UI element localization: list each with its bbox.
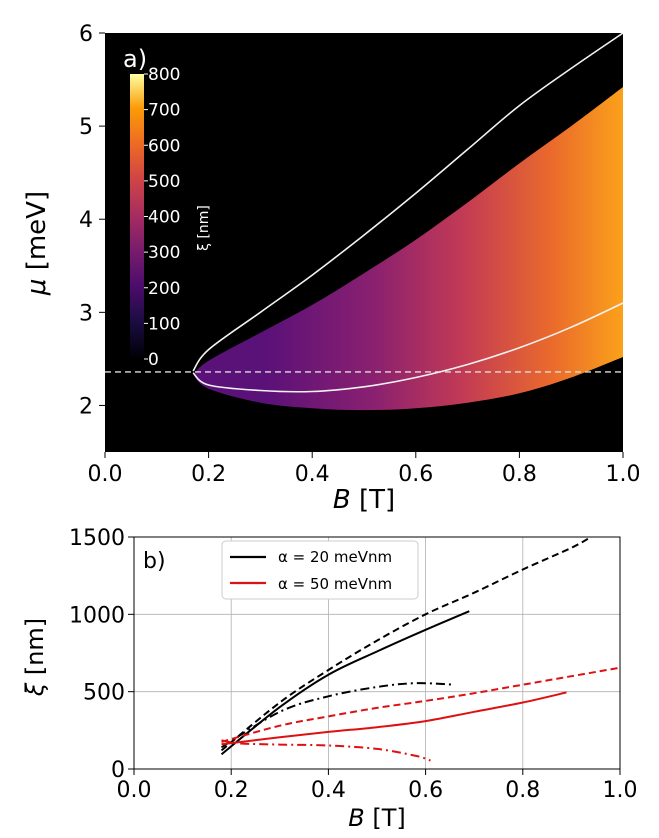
line-y-ticks: 0 500 1000 1500: [69, 526, 134, 783]
colorbar-tick-label: 700: [148, 101, 180, 121]
colorbar-tick-label: 100: [148, 314, 180, 334]
series-line-4: [221, 691, 567, 746]
heatmap-y-tick-label: 6: [79, 22, 93, 47]
heatmap-x-tick-label: 0.8: [502, 462, 537, 487]
heatmap-y-tick-label: 4: [79, 208, 93, 233]
heatmap-y-ticks: 2 3 4 5 6: [79, 22, 105, 419]
heatmap-x-tick-label: 0.4: [295, 462, 330, 487]
series-line-5: [221, 666, 621, 743]
line-series: [220, 536, 621, 762]
white-curve-2: [192, 302, 624, 393]
series-line-3: [220, 682, 455, 749]
colorbar-label: ξ [nm]: [196, 205, 212, 251]
white-curve-1: [192, 32, 624, 372]
heatmap-x-ticks: 0.0 0.2 0.4 0.6 0.8 1.0: [88, 452, 641, 487]
colorbar-ticks: 0 100 200 300 400 500 600 700 800: [144, 65, 180, 370]
line-x-tick-label: 0.2: [214, 778, 249, 803]
legend: α = 20 meVnm α = 50 meVnm: [221, 540, 419, 600]
heatmap-x-tick-label: 1.0: [606, 462, 641, 487]
heatmap-x-tick-label: 0.2: [191, 462, 226, 487]
heatmap-y-tick-label: 5: [79, 115, 93, 140]
colorbar-tick-label: 300: [148, 243, 180, 263]
series-line-2: [220, 536, 592, 752]
heatmap-region: [193, 87, 623, 411]
line-x-tick-label: 1.0: [603, 778, 638, 803]
colorbar-tick-label: 200: [148, 279, 180, 299]
line-x-axis-label: B [T]: [348, 804, 405, 832]
line-x-tick-label: 0.0: [117, 778, 152, 803]
line-y-tick-label: 1500: [69, 526, 125, 551]
line-y-tick-label: 1000: [69, 603, 125, 628]
series-line-1: [220, 610, 470, 756]
heatmap-x-tick-label: 0.6: [398, 462, 433, 487]
colorbar-tick-label: 800: [148, 65, 180, 85]
series-line-6: [221, 739, 431, 762]
colorbar-tick-label: 400: [148, 208, 180, 228]
line-plot-frame: [133, 536, 621, 770]
heatmap-y-axis-label: μ [meV]: [22, 191, 52, 296]
heatmap-y-tick-label: 2: [79, 394, 93, 419]
line-panel-label: b): [143, 549, 166, 574]
white-curves: [192, 32, 624, 393]
line-x-tick-label: 0.8: [505, 778, 540, 803]
heatmap-y-tick-label: 3: [79, 301, 93, 326]
panel-b: 0.0 0.2 0.4 0.6 0.8 1.0 0 500 1000 1500 b) α = 2…: [21, 526, 638, 832]
line-y-tick-label: 0: [111, 758, 125, 783]
colorbar-tick-label: 600: [148, 136, 180, 156]
line-x-ticks: 0.0 0.2 0.4 0.6 0.8 1.0: [117, 769, 638, 803]
legend-label-alpha-50: α = 50 meVnm: [278, 575, 392, 593]
colorbar: [130, 74, 144, 359]
line-x-tick-label: 0.4: [311, 778, 346, 803]
heatmap-x-axis-label: B [T]: [333, 485, 395, 515]
line-y-tick-label: 500: [83, 681, 125, 706]
heatmap-x-tick-label: 0.0: [88, 462, 123, 487]
line-y-axis-label: ξ [nm]: [21, 618, 49, 697]
colorbar-tick-label: 500: [148, 172, 180, 192]
legend-label-alpha-20: α = 20 meVnm: [278, 548, 392, 566]
heatmap-panel-label: a): [123, 45, 147, 73]
colorbar-tick-label: 0: [148, 350, 159, 370]
legend-box: [221, 540, 419, 600]
panel-a: 0.0 0.2 0.4 0.6 0.8 1.0 2 3 4 5 6 a) 0 100 200 300 40…: [22, 22, 641, 515]
line-x-tick-label: 0.6: [408, 778, 443, 803]
